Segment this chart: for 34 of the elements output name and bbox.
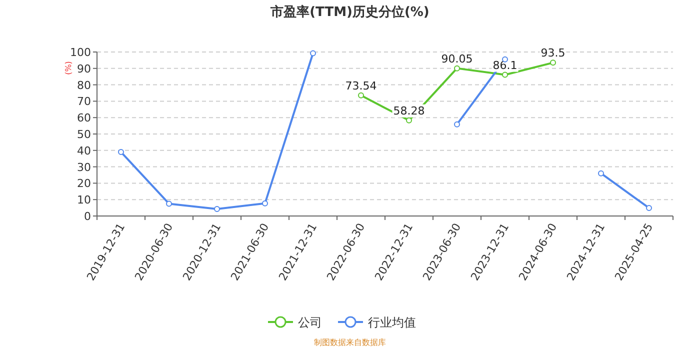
chart-title: 市盈率(TTM)历史分位(%) [270, 4, 430, 20]
point [598, 170, 604, 176]
point [166, 200, 172, 207]
y-tick-label: 30 [77, 160, 91, 174]
y-tick-label: 90 [77, 62, 91, 76]
point [214, 206, 220, 212]
point [454, 121, 460, 128]
y-axis-title: (%) [64, 61, 73, 75]
point [118, 149, 124, 156]
y-tick-label: 100 [70, 46, 91, 59]
point [502, 72, 508, 78]
y-tick-label: 0 [84, 210, 91, 223]
point [454, 65, 460, 72]
point [406, 117, 412, 124]
data-label: 73.54 [345, 79, 377, 92]
y-tick-label: 80 [77, 78, 91, 92]
data-label: 90.05 [441, 52, 473, 66]
legend-label: 行业均值 [368, 316, 416, 330]
y-tick-label: 60 [77, 112, 91, 125]
y-tick-label: 10 [77, 194, 91, 207]
text: 制图数据来自数据库 [314, 338, 386, 347]
point [262, 200, 268, 206]
data-label: 86.1 [492, 58, 518, 72]
y-tick-label: 40 [77, 144, 91, 158]
legend-label: 公司 [298, 316, 322, 330]
point [646, 204, 652, 211]
point [310, 50, 316, 56]
y-tick-label: 70 [77, 95, 91, 108]
point [550, 60, 556, 66]
data-label: 58.28 [393, 104, 425, 118]
y-tick-label: 50 [77, 128, 91, 141]
data-label: 93.5 [540, 46, 566, 60]
y-tick-label: 20 [77, 177, 91, 190]
point [358, 92, 364, 98]
